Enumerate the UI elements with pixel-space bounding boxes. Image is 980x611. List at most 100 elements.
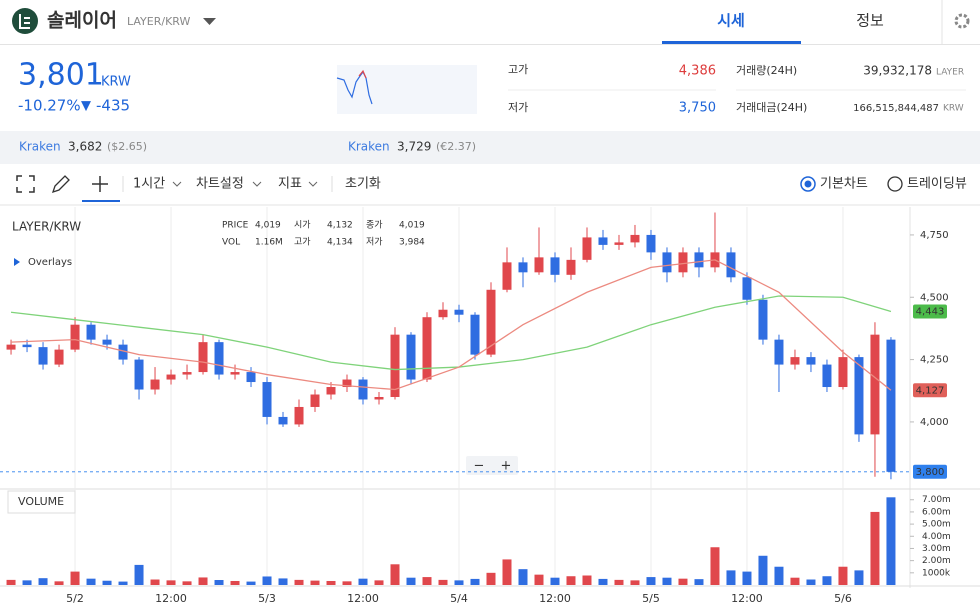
- sparkline-box: [337, 65, 477, 114]
- candle-body: [614, 242, 624, 245]
- candle-body: [566, 259, 576, 275]
- volume-bar: [6, 579, 16, 585]
- zoom-in[interactable]: +: [501, 459, 512, 474]
- candle-body: [102, 339, 112, 345]
- candle-body: [518, 262, 528, 273]
- volume-bar: [710, 547, 720, 585]
- info-label: PRICE: [222, 221, 249, 231]
- exchange-name[interactable]: Kraken: [19, 140, 61, 154]
- volume-bar: [550, 577, 560, 585]
- volume-bar: [438, 579, 448, 585]
- x-tick-label: 5/4: [450, 592, 468, 605]
- chart-settings[interactable]: 차트설정: [196, 177, 244, 192]
- volume-bar: [598, 578, 608, 585]
- title: 솔레이어: [47, 10, 117, 32]
- volume-bar: [566, 576, 576, 585]
- basic-chart[interactable]: 기본차트: [820, 177, 868, 192]
- candle-body: [438, 309, 448, 318]
- tab-underline: [662, 41, 801, 44]
- volume-bar: [374, 580, 384, 585]
- volume-bar: [806, 579, 816, 585]
- info-label: VOL: [222, 238, 240, 248]
- overlay-arrow[interactable]: [14, 258, 20, 266]
- info-value: 1.16M: [255, 238, 283, 248]
- moving-average: [11, 259, 892, 391]
- stat-value: 3,750: [679, 101, 716, 116]
- change-pct: -10.27%: [18, 97, 81, 115]
- candle-body: [486, 289, 496, 355]
- reset[interactable]: 초기화: [345, 177, 381, 192]
- volume-bar: [646, 577, 656, 585]
- candle-body: [230, 372, 240, 375]
- candle-body: [198, 342, 208, 373]
- indicators[interactable]: 지표: [278, 177, 302, 192]
- crosshair-icon[interactable]: [92, 176, 108, 192]
- x-tick-label: 5/3: [258, 592, 276, 605]
- volume-bar: [886, 497, 896, 585]
- change-arrow: ▼: [81, 99, 91, 114]
- volume-title: VOLUME: [18, 495, 64, 508]
- info-value: 4,019: [399, 221, 425, 231]
- candle-body: [86, 324, 96, 340]
- settings-icon[interactable]: [954, 13, 970, 29]
- volume-bar: [502, 559, 512, 585]
- tab[interactable]: 정보: [856, 12, 884, 30]
- volume-bar: [278, 578, 288, 585]
- info-label: 종가: [366, 220, 383, 231]
- change: -435: [96, 97, 130, 115]
- exchange-price: 3,682: [68, 140, 102, 154]
- candle-body: [662, 252, 672, 273]
- candle-body: [870, 334, 880, 435]
- volume-bar: [86, 578, 96, 585]
- y-tick-label: 4,750: [920, 230, 949, 241]
- candle-body: [294, 406, 304, 425]
- fullscreen-icon[interactable]: [16, 175, 35, 193]
- radio-dot: [804, 180, 812, 188]
- stat-label: 거래대금(24H): [736, 101, 807, 114]
- info-value: 4,019: [255, 221, 281, 231]
- draw-icon[interactable]: [51, 175, 70, 194]
- volume-bar: [726, 570, 736, 585]
- dropdown[interactable]: [203, 18, 216, 25]
- volume-bar: [246, 581, 256, 585]
- info-label: 시가: [294, 220, 311, 231]
- x-tick-label: 12:00: [731, 592, 763, 605]
- chevron: [252, 181, 262, 187]
- candle-body: [886, 339, 896, 472]
- radio[interactable]: [800, 176, 816, 192]
- chart-title: LAYER/KRW: [12, 220, 81, 234]
- exchange-name[interactable]: Kraken: [348, 140, 390, 154]
- candle-body: [854, 357, 864, 435]
- tradingview[interactable]: 트레이딩뷰: [907, 177, 967, 192]
- candle-body: [678, 252, 688, 273]
- exchange-price: 3,729: [397, 140, 431, 154]
- candle-body: [246, 372, 256, 383]
- radio[interactable]: [887, 176, 903, 192]
- candle-body: [774, 339, 784, 365]
- price-tag-label: 4,443: [916, 306, 945, 317]
- volume-bar: [774, 566, 784, 585]
- info-value: 3,984: [399, 238, 425, 248]
- y-tick-label: 4,500: [920, 292, 949, 303]
- volume-bar: [310, 580, 320, 585]
- volume-bar: [422, 577, 432, 585]
- price-tag-label: 3,800: [916, 467, 945, 478]
- overlays[interactable]: Overlays: [28, 257, 72, 268]
- y-tick-label: 4,000: [920, 417, 949, 428]
- chevron: [172, 181, 182, 187]
- candle-body: [758, 299, 768, 340]
- zoom-out[interactable]: −: [474, 459, 485, 474]
- candle-body: [630, 234, 640, 243]
- info-value: 4,134: [327, 238, 353, 248]
- candle-body: [214, 342, 224, 375]
- zoom-box: [466, 456, 518, 475]
- candle-body: [822, 364, 832, 388]
- candle-body: [582, 237, 592, 260]
- volume-bar: [262, 576, 272, 585]
- volume-bar: [198, 577, 208, 585]
- tab[interactable]: 시세: [717, 12, 745, 30]
- volume-bar: [134, 564, 144, 585]
- volume-bar: [294, 579, 304, 585]
- stat-label: 거래량(24H): [736, 64, 797, 77]
- interval[interactable]: 1시간: [133, 177, 165, 192]
